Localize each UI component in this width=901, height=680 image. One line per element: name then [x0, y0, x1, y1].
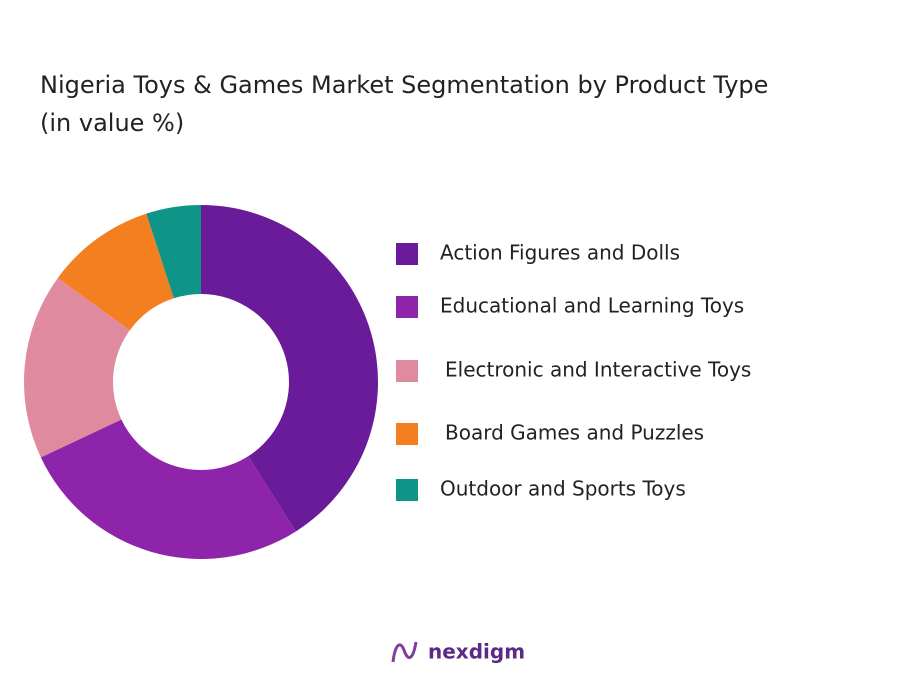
legend-label: Board Games and Puzzles	[445, 421, 704, 445]
chart-subtitle: (in value %)	[40, 109, 184, 137]
chart-title: Nigeria Toys & Games Market Segmentation…	[40, 71, 768, 99]
legend-label: Outdoor and Sports Toys	[440, 477, 686, 501]
donut-slice	[40, 419, 296, 559]
legend-label: Educational and Learning Toys	[440, 294, 744, 318]
legend-swatch	[396, 296, 418, 318]
legend-swatch	[396, 243, 418, 265]
logo: nexdigm	[391, 640, 525, 664]
donut-slice	[57, 213, 174, 331]
legend-label: Electronic and Interactive Toys	[445, 358, 751, 382]
logo-mark	[391, 641, 418, 663]
donut-slice	[23, 277, 130, 458]
donut-slice	[201, 205, 379, 532]
legend-label: Action Figures and Dolls	[440, 241, 680, 265]
legend-swatch	[396, 360, 418, 382]
donut-slice	[146, 205, 201, 299]
legend-swatch	[396, 479, 418, 501]
legend-swatch	[396, 423, 418, 445]
brand: nexdigm	[428, 640, 525, 664]
